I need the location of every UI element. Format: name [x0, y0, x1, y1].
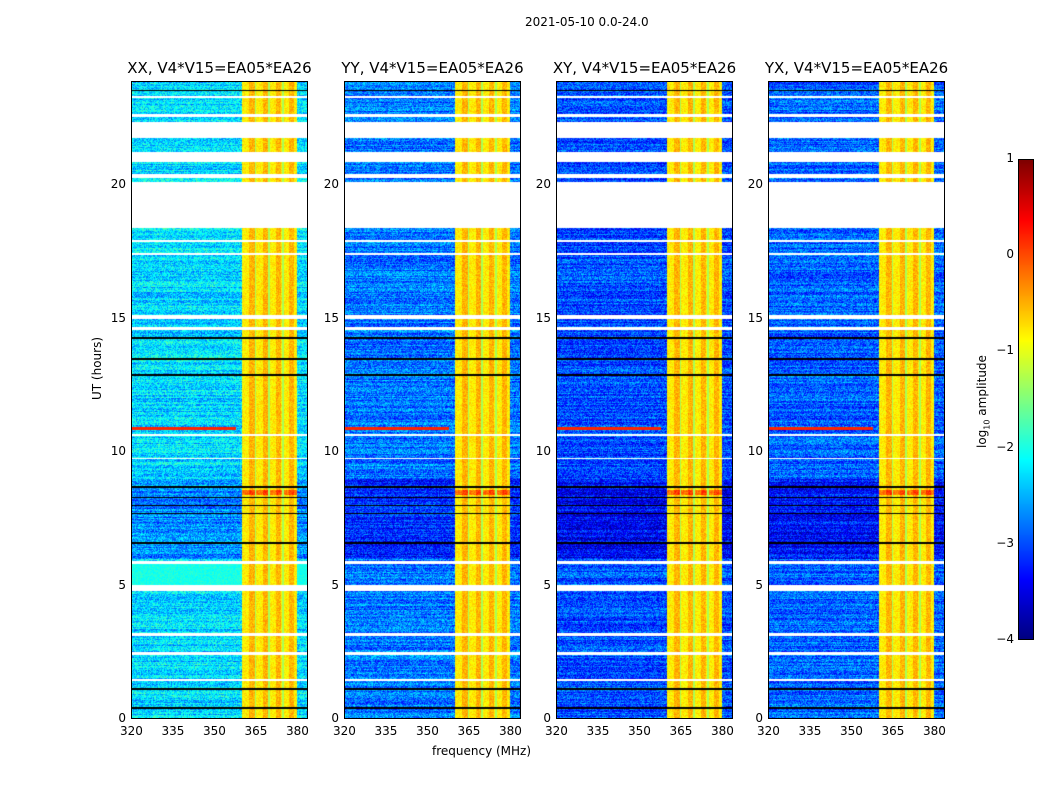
spectrogram-panel-yx: [768, 81, 945, 719]
panel-title: XY, V4*V15=EA05*EA26: [552, 59, 737, 77]
x-tick-label: 380: [498, 724, 522, 738]
x-tick-label: 380: [285, 724, 309, 738]
y-tick-label: 15: [747, 310, 763, 325]
colorbar-tick-label: −3: [996, 535, 1014, 550]
y-tick-label: 20: [747, 177, 763, 192]
colorbar-tick-label: −2: [996, 439, 1014, 454]
x-tick-label: 365: [244, 724, 268, 738]
y-tick-label: 15: [323, 310, 339, 325]
colorbar-tick-label: 1: [1006, 151, 1014, 165]
colorbar-label: log10 amplitude: [975, 355, 992, 448]
y-tick-label: 10: [535, 444, 551, 459]
x-tick-label: 320: [757, 724, 780, 738]
x-tick-label: 365: [669, 724, 693, 738]
panel-title: XX, V4*V15=EA05*EA26: [127, 59, 312, 77]
y-tick-label: 0: [118, 711, 126, 725]
x-tick-label: 335: [374, 724, 398, 738]
y-tick-label: 10: [110, 444, 126, 459]
colorbar-tick-label: −1: [996, 343, 1014, 358]
y-tick-label: 0: [755, 711, 763, 725]
spectrogram-image: [132, 82, 307, 718]
spectrogram-panel-yy: [344, 81, 521, 719]
y-tick-label: 5: [118, 577, 126, 592]
x-tick-label: 365: [457, 724, 481, 738]
x-tick-label: 380: [710, 724, 734, 738]
y-axis-label: UT (hours): [90, 336, 104, 400]
y-tick-label: 5: [543, 577, 551, 592]
x-tick-label: 335: [586, 724, 610, 738]
suptitle: 2021-05-10 0.0-24.0: [525, 15, 649, 29]
x-tick-label: 320: [545, 724, 568, 738]
spectrogram-image: [557, 82, 732, 718]
spectrogram-panel-xx: [131, 81, 308, 719]
y-tick-label: 20: [323, 177, 339, 192]
spectrogram-panel-xy: [556, 81, 733, 719]
y-tick-label: 0: [331, 711, 339, 725]
x-tick-label: 350: [415, 724, 439, 738]
x-tick-label: 350: [202, 724, 226, 738]
x-tick-label: 350: [839, 724, 863, 738]
y-tick-label: 5: [331, 577, 339, 592]
panel-title: YX, V4*V15=EA05*EA26: [764, 59, 949, 77]
y-tick-label: 5: [755, 577, 763, 592]
y-tick-label: 15: [535, 310, 551, 325]
spectrogram-image: [769, 82, 944, 718]
colorbar: [1018, 159, 1034, 640]
x-tick-label: 320: [333, 724, 356, 738]
y-tick-label: 0: [543, 711, 551, 725]
y-tick-label: 20: [535, 177, 551, 192]
y-tick-label: 15: [110, 310, 126, 325]
x-tick-label: 335: [161, 724, 185, 738]
x-tick-label: 350: [627, 724, 651, 738]
panel-title: YY, V4*V15=EA05*EA26: [341, 59, 524, 77]
x-tick-label: 380: [922, 724, 946, 738]
y-tick-label: 10: [323, 444, 339, 459]
y-tick-label: 20: [110, 177, 126, 192]
x-tick-label: 335: [798, 724, 822, 738]
x-tick-label: 365: [881, 724, 905, 738]
y-tick-label: 10: [747, 444, 763, 459]
colorbar-tick-label: 0: [1006, 247, 1014, 262]
colorbar-tick-label: −4: [996, 632, 1014, 646]
x-axis-label: frequency (MHz): [432, 744, 532, 758]
spectrogram-image: [345, 82, 520, 718]
x-tick-label: 320: [120, 724, 143, 738]
